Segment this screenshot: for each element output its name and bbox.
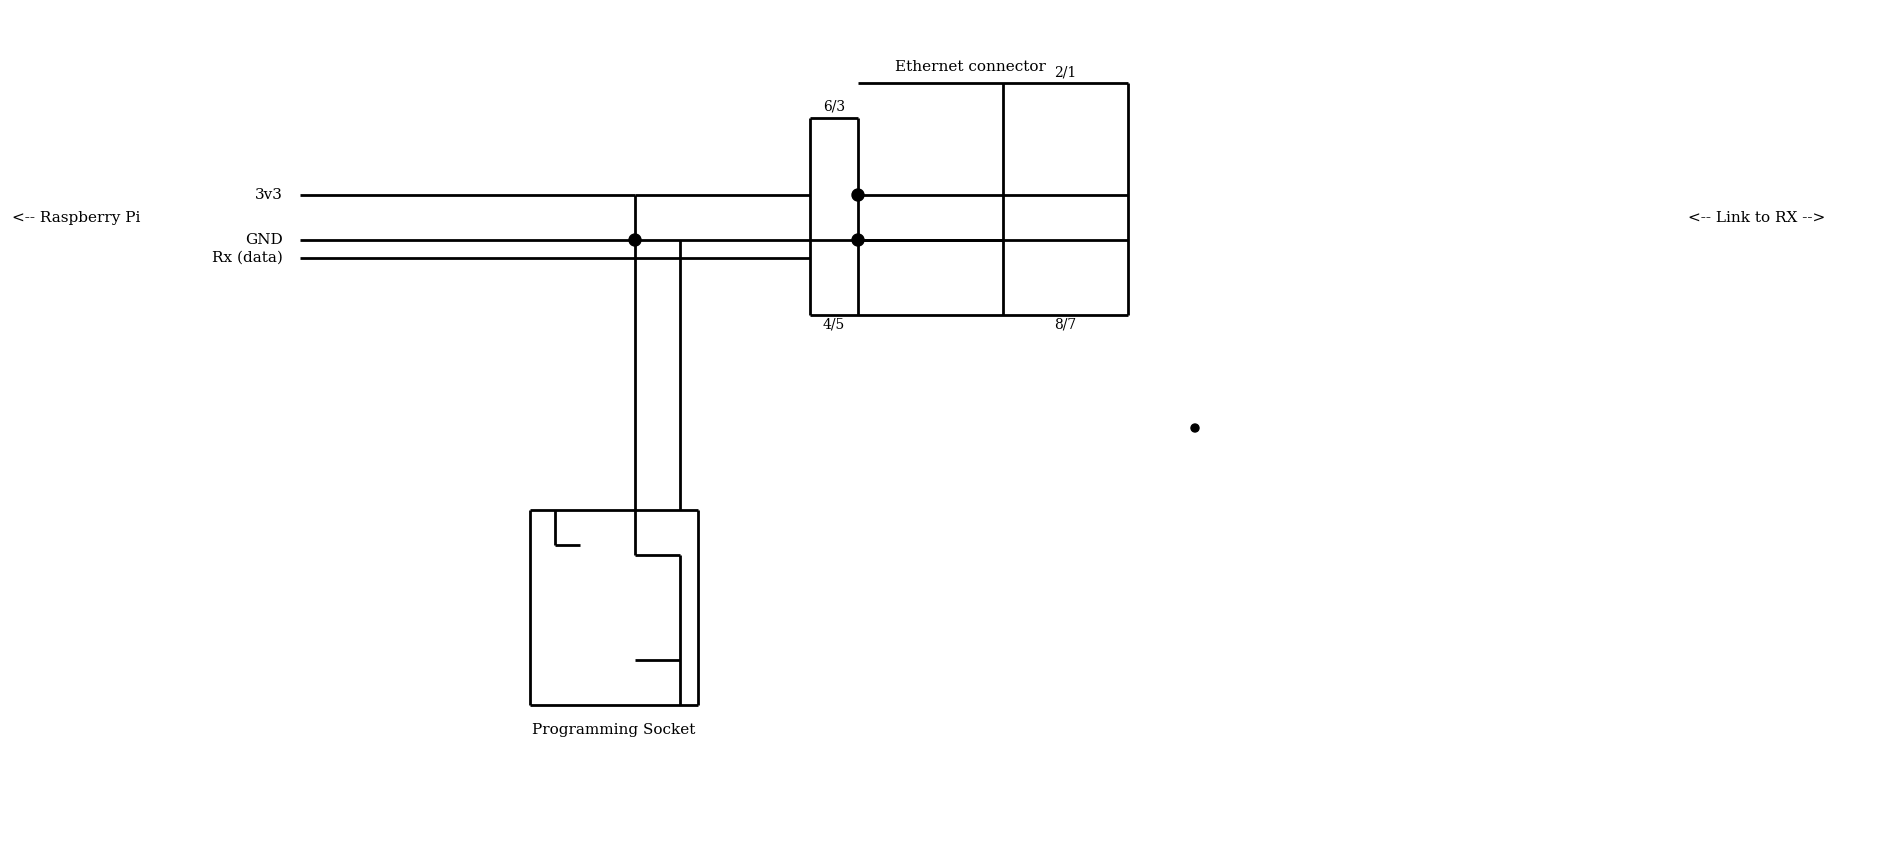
Circle shape — [1191, 424, 1198, 432]
Text: Programming Socket: Programming Socket — [533, 723, 696, 737]
Text: Ethernet connector: Ethernet connector — [895, 60, 1045, 74]
Text: 2/1: 2/1 — [1054, 66, 1077, 80]
Text: <-- Raspberry Pi: <-- Raspberry Pi — [11, 211, 140, 225]
Circle shape — [851, 189, 865, 201]
Circle shape — [629, 234, 641, 246]
Text: 8/7: 8/7 — [1054, 317, 1077, 331]
Circle shape — [851, 234, 865, 246]
Text: 4/5: 4/5 — [823, 317, 846, 331]
Text: GND: GND — [245, 233, 283, 247]
Text: 3v3: 3v3 — [256, 188, 283, 202]
Text: Rx (data): Rx (data) — [212, 251, 283, 265]
Text: 6/3: 6/3 — [823, 100, 846, 114]
Text: <-- Link to RX -->: <-- Link to RX --> — [1687, 211, 1826, 225]
